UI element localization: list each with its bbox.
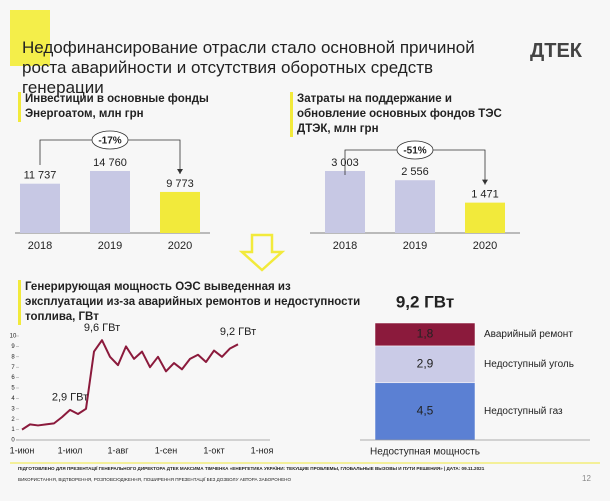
x-tick-label: 1-июл	[58, 445, 83, 455]
bar-segment	[374, 322, 476, 347]
legend-label: Недоступный уголь	[484, 359, 574, 370]
x-tick-label: 1-ноя	[251, 445, 274, 455]
y-tick-label: 4	[11, 396, 15, 402]
chart-title: Инвестиции в основные фонды Энергоатом, …	[18, 92, 225, 122]
annotation: -17%	[98, 136, 121, 147]
chart-title: Затраты на поддержание и обновление осно…	[290, 92, 517, 137]
page-number: 12	[582, 474, 591, 483]
value-label: 2,9 ГВт	[52, 392, 88, 404]
y-tick-label: 7	[11, 365, 15, 371]
value-label: 2 556	[401, 166, 429, 178]
category-label: 2019	[98, 240, 122, 252]
x-tick-label: 1-июн	[10, 445, 35, 455]
legend-label: Аварийный ремонт	[484, 329, 573, 340]
y-tick-label: 5	[11, 386, 15, 392]
bracket-arrow	[177, 168, 183, 174]
annotation-oval	[91, 130, 129, 150]
category-label: 2020	[473, 240, 497, 252]
bar	[20, 183, 60, 233]
bar	[160, 191, 200, 233]
bar	[90, 171, 130, 233]
chart-title: 9,2 ГВт	[396, 292, 454, 311]
bar	[395, 180, 435, 233]
y-tick-label: 2	[11, 417, 15, 423]
line	[21, 339, 239, 431]
value-label: 9 773	[166, 178, 194, 190]
footer-line: ВИКОРИСТАННЯ, ВІДТВОРЕННЯ, РОЗПОВСЮДЖЕНН…	[18, 477, 292, 482]
y-tick-label: 3	[11, 406, 15, 412]
y-tick-label: 9	[11, 344, 15, 350]
category-label: 2019	[403, 240, 427, 252]
value-label: 4,5	[417, 404, 434, 418]
value-label: 14 760	[93, 157, 127, 169]
y-tick-label: 6	[11, 375, 15, 381]
bracket-arrow	[482, 179, 488, 185]
value-label: 1 471	[471, 189, 499, 201]
x-tick-label: 1-окт	[203, 445, 224, 455]
annotation-oval	[396, 140, 434, 160]
legend-label: Недоступный газ	[484, 406, 563, 417]
y-tick-label: 8	[11, 354, 15, 360]
value-label: 1,8	[417, 327, 434, 341]
x-tick-label: 1-сен	[155, 445, 178, 455]
bar-segment	[374, 345, 476, 384]
category-label: 2020	[168, 240, 192, 252]
category-label: Недоступная мощность	[370, 447, 480, 458]
y-tick-label: 10	[10, 334, 17, 340]
footer-line: ПІДГОТОВЛЕНО ДЛЯ ПРЕЗЕНТАЦІЇ ГЕНЕРАЛЬНОГ…	[18, 466, 485, 471]
bar	[325, 171, 365, 233]
value-label: 9,6 ГВт	[84, 322, 120, 334]
logo: ДТЕК	[530, 40, 583, 62]
y-tick-label: 1	[11, 427, 15, 433]
accent	[10, 10, 50, 66]
category-label: 2018	[28, 240, 52, 252]
annotation: -51%	[403, 146, 426, 157]
slide-title: Недофинансирование отрасли стало основно…	[22, 38, 475, 97]
value-label: 9,2 ГВт	[220, 326, 256, 338]
value-label: 11 737	[24, 170, 57, 182]
category-label: 2018	[333, 240, 357, 252]
value-label: 2,9	[417, 357, 434, 371]
bar-segment	[374, 382, 476, 441]
down-arrow	[238, 233, 286, 272]
x-tick-label: 1-авг	[107, 445, 129, 455]
bar	[465, 202, 505, 233]
chart-title: Генерирующая мощность ОЭС выведенная из …	[18, 280, 365, 325]
y-tick-label: 0	[11, 438, 15, 444]
